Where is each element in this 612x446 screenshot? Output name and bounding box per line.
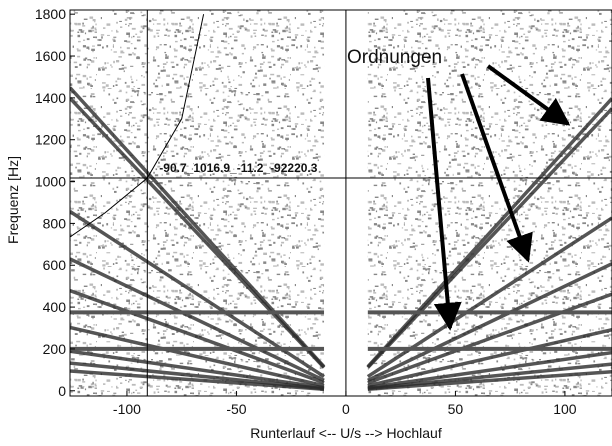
order-line <box>70 361 325 391</box>
annotation-arrows <box>426 64 571 331</box>
arrow <box>486 64 571 126</box>
x-tick-label: 100 <box>553 401 577 417</box>
y-tick-label: 800 <box>43 215 67 231</box>
order-line <box>70 96 326 369</box>
order-line <box>70 325 325 388</box>
order-line <box>70 257 325 382</box>
order-line <box>367 369 612 391</box>
y-tick-label: 1600 <box>35 48 66 64</box>
order-line <box>70 349 325 390</box>
x-tick-label: -50 <box>226 401 246 417</box>
order-line <box>367 292 612 385</box>
order-line <box>367 362 612 391</box>
x-tick-label: 0 <box>342 401 350 417</box>
annotation: Ordnungen <box>347 47 442 68</box>
order-line <box>367 262 612 382</box>
cursor-label: -90.7_1016.9_-11.2_-92220.3 <box>159 161 317 175</box>
y-tick-label: 200 <box>43 341 67 357</box>
y-tick-label: 0 <box>58 383 66 399</box>
plot-area <box>70 10 612 396</box>
y-tick-label: 1400 <box>35 90 66 106</box>
y-tick-label: 1200 <box>35 132 66 148</box>
y-tick-label: 600 <box>43 257 67 273</box>
y-tick-label: 1800 <box>35 6 66 22</box>
plot-frame <box>69 9 612 397</box>
y-tick-label: 1000 <box>35 174 66 190</box>
order-line <box>70 288 325 385</box>
x-tick-label: 50 <box>448 401 464 417</box>
arrow <box>426 77 462 331</box>
noise-left <box>70 10 325 396</box>
overlay: -90.7_1016.9_-11.2_-92220.3 0 200 400 600 800… <box>35 6 612 417</box>
order-line <box>366 107 612 369</box>
y-axis-label: Frequenz [Hz] <box>5 156 21 244</box>
noise-right <box>367 10 612 396</box>
arrow <box>460 73 533 263</box>
order-line <box>367 328 612 388</box>
x-axis-label: Runterlauf <-- U/s --> Hochlauf <box>250 425 442 441</box>
order-line <box>70 369 325 391</box>
y-tick-label: 400 <box>43 299 67 315</box>
x-tick-label: -100 <box>113 401 141 417</box>
order-line <box>367 350 612 390</box>
